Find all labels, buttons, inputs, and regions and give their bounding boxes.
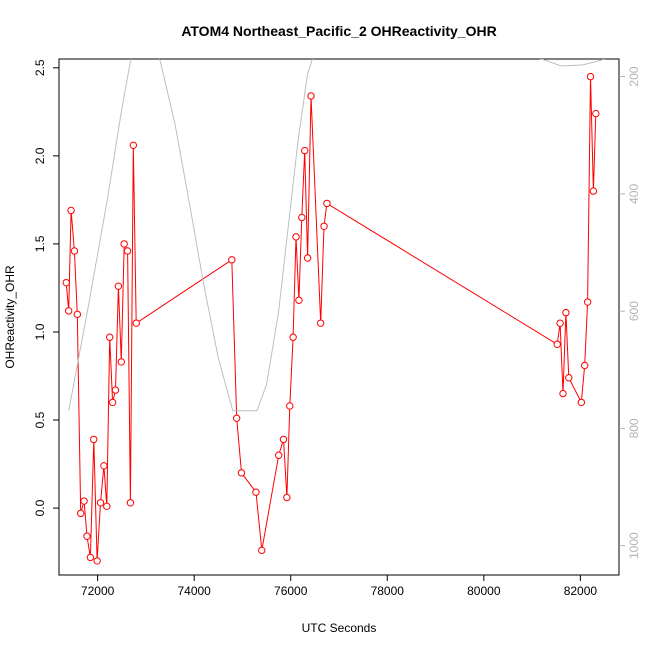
x-axis: 72000 74000 76000 78000 80000 82000 [81, 575, 597, 598]
data-point [320, 222, 328, 231]
data-point [80, 497, 88, 505]
data-point [62, 278, 70, 287]
data-point [252, 488, 260, 496]
data-point [258, 546, 266, 555]
data-point [583, 298, 592, 306]
series-layer [62, 59, 605, 565]
data-point [117, 358, 125, 366]
data-point [105, 333, 114, 341]
data-point [274, 451, 283, 459]
data-point [586, 72, 595, 81]
x-tick-label: 74000 [177, 584, 211, 598]
x-axis-label: UTC Seconds [302, 621, 377, 635]
data-point [96, 499, 105, 507]
data-point [64, 307, 73, 315]
data-point [589, 187, 598, 195]
data-point [90, 435, 98, 444]
data-point [83, 532, 91, 540]
data-point [286, 402, 294, 410]
data-point [553, 340, 561, 348]
data-point [577, 398, 586, 407]
data-point [126, 499, 135, 507]
data-point [279, 435, 288, 444]
data-point [111, 386, 120, 394]
x-tick-label: 80000 [467, 584, 501, 598]
secondary-series-line [68, 59, 605, 412]
data-point [323, 199, 331, 208]
data-point [316, 319, 325, 327]
data-point [559, 389, 567, 398]
y-tick-label: 0.0 [33, 499, 47, 516]
data-point [565, 374, 573, 382]
secondary-y-tick-label: 200 [627, 66, 641, 86]
y-tick-label: 2.5 [33, 59, 47, 76]
data-point [581, 361, 589, 370]
y-axis: 0.0 0.5 1.0 1.5 2.0 2.5 [33, 59, 59, 516]
y-axis-label: OHReactivity_OHR [3, 265, 17, 369]
data-point [562, 308, 570, 317]
data-point [108, 398, 117, 407]
data-point [132, 319, 140, 327]
data-point [289, 333, 297, 341]
data-point [103, 502, 111, 511]
data-point [123, 247, 132, 255]
data-point [292, 233, 300, 241]
x-tick-label: 78000 [371, 584, 405, 598]
data-point [232, 414, 241, 422]
data-point [307, 92, 315, 100]
data-point [237, 469, 246, 477]
x-tick-label: 76000 [274, 584, 308, 598]
plot-area [58, 58, 620, 576]
data-point [129, 141, 138, 149]
y-tick-label: 1.0 [33, 323, 47, 340]
data-point [67, 206, 75, 215]
data-point [298, 213, 306, 222]
secondary-y-tick-label: 800 [627, 418, 641, 438]
y-tick-label: 2.0 [33, 147, 47, 164]
data-point [295, 296, 303, 304]
data-point [77, 509, 85, 518]
chart-title: ATOM4 Northeast_Pacific_2 OHReactivity_O… [181, 23, 496, 39]
y-tick-label: 1.5 [33, 235, 47, 252]
data-point [73, 310, 82, 319]
secondary-y-tick-label: 1000 [627, 532, 641, 559]
data-point [114, 282, 123, 290]
data-point [592, 109, 600, 118]
data-point [120, 240, 128, 248]
secondary-y-tick-label: 400 [627, 184, 641, 204]
data-point [70, 247, 79, 255]
data-point [283, 493, 291, 502]
data-point [93, 557, 101, 565]
series-line [65, 76, 597, 561]
data-point [86, 553, 95, 562]
x-tick-label: 72000 [81, 584, 115, 598]
data-point [556, 319, 564, 327]
y-tick-label: 0.5 [33, 411, 47, 428]
data-point [228, 256, 236, 264]
secondary-y-axis: 200 400 600 800 1000 [619, 66, 641, 559]
data-point [303, 254, 312, 262]
secondary-y-tick-label: 600 [627, 301, 641, 321]
data-point [301, 146, 309, 155]
x-tick-label: 82000 [564, 584, 598, 598]
data-point [100, 462, 108, 470]
